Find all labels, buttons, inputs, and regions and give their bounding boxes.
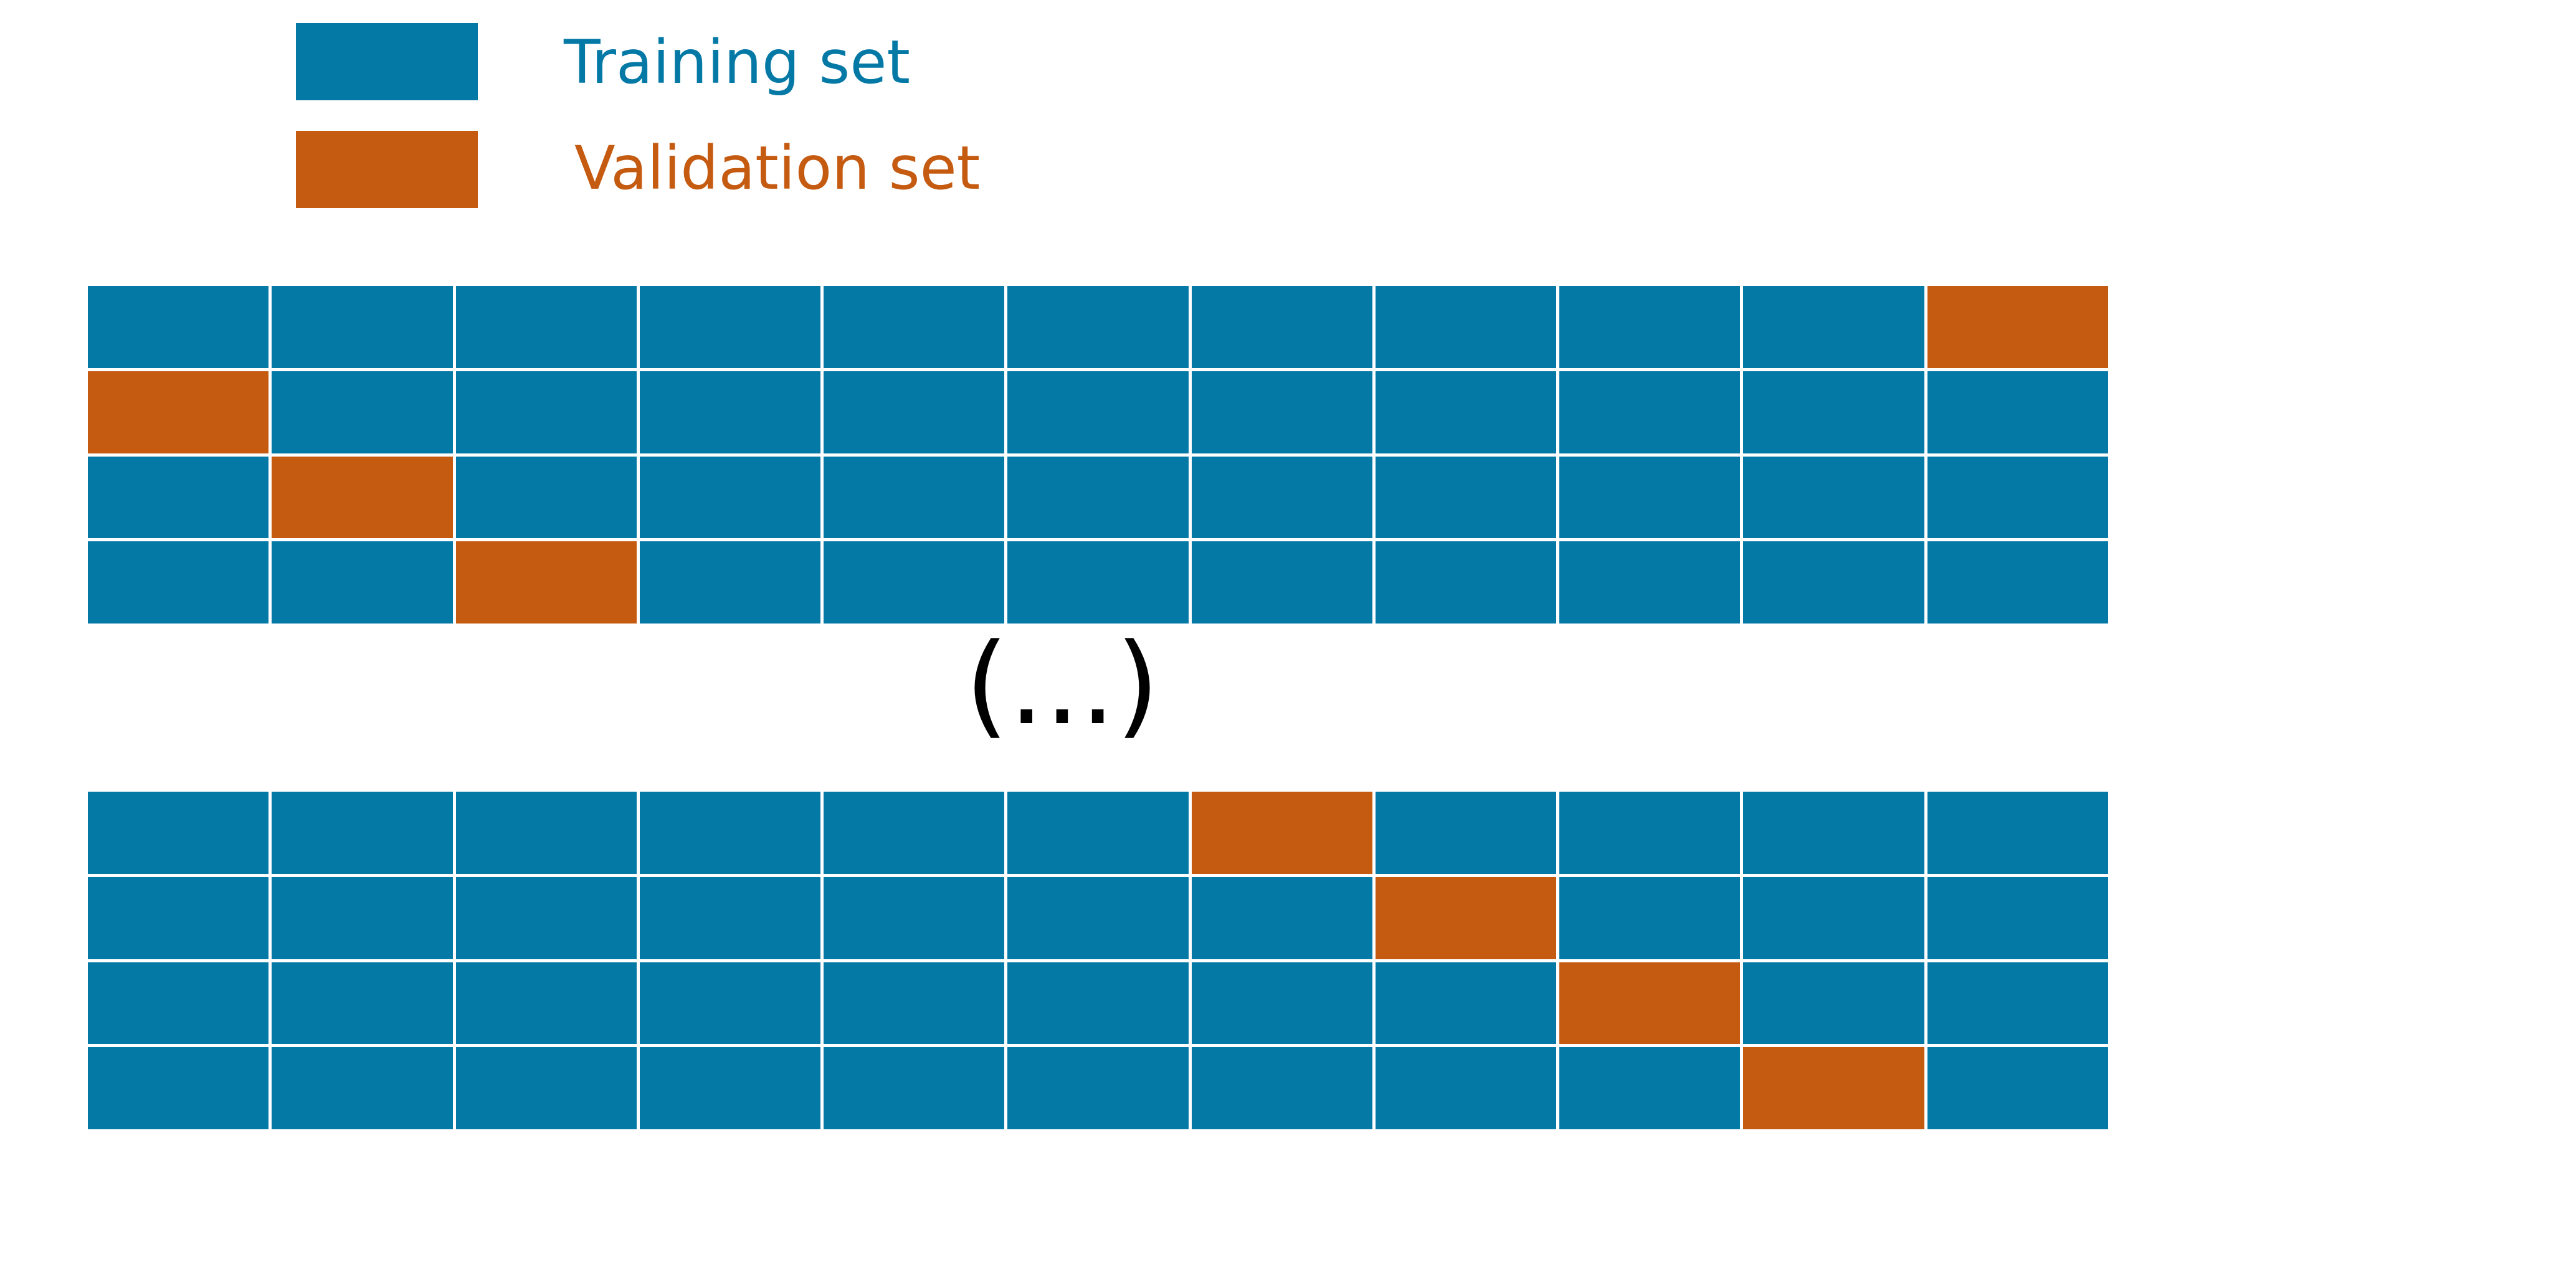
training-fold-cell <box>272 371 453 453</box>
training-fold-cell <box>824 286 1005 368</box>
training-fold-cell <box>1559 792 1741 874</box>
training-fold-cell <box>1927 792 2108 874</box>
training-fold-cell <box>1927 456 2108 539</box>
training-fold-cell <box>824 541 1005 624</box>
training-fold-cell <box>1375 792 1557 874</box>
training-fold-cell <box>1927 876 2108 959</box>
training-fold-cell <box>639 876 821 959</box>
validation-fold-cell <box>1559 962 1741 1045</box>
training-fold-cell <box>455 1047 637 1129</box>
training-fold-cell <box>272 541 453 624</box>
validation-fold-cell <box>1927 286 2108 368</box>
training-fold-cell <box>1191 876 1372 959</box>
training-fold-cell <box>88 876 269 959</box>
training-fold-cell <box>1191 456 1372 539</box>
training-fold-cell <box>1191 541 1372 624</box>
training-fold-cell <box>455 876 637 959</box>
training-fold-cell <box>1559 371 1741 453</box>
training-fold-cell <box>88 456 269 539</box>
training-fold-cell <box>1559 1047 1741 1129</box>
training-fold-cell <box>272 962 453 1045</box>
training-fold-cell <box>824 371 1005 453</box>
training-fold-cell <box>1191 286 1372 368</box>
validation-fold-cell <box>1191 792 1372 874</box>
training-fold-cell <box>1927 1047 2108 1129</box>
validation-fold-cell <box>455 541 637 624</box>
training-fold-cell <box>639 371 821 453</box>
training-fold-cell <box>88 1047 269 1129</box>
training-fold-cell <box>1743 456 1924 539</box>
training-fold-cell <box>272 876 453 959</box>
training-fold-cell <box>1559 876 1741 959</box>
training-fold-cell <box>1191 1047 1372 1129</box>
validation-fold-cell <box>272 456 453 539</box>
training-fold-cell <box>455 456 637 539</box>
training-fold-cell <box>824 1047 1005 1129</box>
legend-validation-swatch <box>296 131 478 208</box>
training-fold-cell <box>639 286 821 368</box>
training-fold-cell <box>1375 286 1557 368</box>
training-fold-cell <box>455 371 637 453</box>
training-fold-cell <box>639 456 821 539</box>
validation-fold-cell <box>88 371 269 453</box>
training-fold-cell <box>1191 371 1372 453</box>
training-fold-cell <box>1559 286 1741 368</box>
training-fold-cell <box>824 962 1005 1045</box>
training-fold-cell <box>455 286 637 368</box>
training-fold-cell <box>1375 371 1557 453</box>
legend-validation-label: Validation set <box>574 133 981 203</box>
training-fold-cell <box>1743 962 1924 1045</box>
fold-grid-bottom <box>88 792 2108 1129</box>
training-fold-cell <box>272 286 453 368</box>
training-fold-cell <box>639 792 821 874</box>
training-fold-cell <box>272 792 453 874</box>
training-fold-cell <box>1007 286 1189 368</box>
training-fold-cell <box>272 1047 453 1129</box>
training-fold-cell <box>639 1047 821 1129</box>
training-fold-cell <box>824 876 1005 959</box>
training-fold-cell <box>88 286 269 368</box>
training-fold-cell <box>1191 962 1372 1045</box>
training-fold-cell <box>1743 792 1924 874</box>
legend-training-label: Training set <box>564 27 911 97</box>
training-fold-cell <box>1743 286 1924 368</box>
training-fold-cell <box>1375 962 1557 1045</box>
ellipsis-label: (...) <box>964 620 1160 750</box>
training-fold-cell <box>1375 456 1557 539</box>
training-fold-cell <box>1007 371 1189 453</box>
legend-training-swatch <box>296 23 478 100</box>
training-fold-cell <box>1007 541 1189 624</box>
training-fold-cell <box>1927 962 2108 1045</box>
training-fold-cell <box>88 792 269 874</box>
training-fold-cell <box>1007 962 1189 1045</box>
training-fold-cell <box>1007 456 1189 539</box>
training-fold-cell <box>1743 876 1924 959</box>
training-fold-cell <box>1375 1047 1557 1129</box>
training-fold-cell <box>1743 541 1924 624</box>
training-fold-cell <box>824 456 1005 539</box>
training-fold-cell <box>1559 541 1741 624</box>
training-fold-cell <box>1375 541 1557 624</box>
training-fold-cell <box>1927 371 2108 453</box>
validation-fold-cell <box>1743 1047 1924 1129</box>
training-fold-cell <box>1007 1047 1189 1129</box>
training-fold-cell <box>455 792 637 874</box>
training-fold-cell <box>1007 792 1189 874</box>
training-fold-cell <box>1559 456 1741 539</box>
training-fold-cell <box>824 792 1005 874</box>
training-fold-cell <box>1743 371 1924 453</box>
training-fold-cell <box>1927 541 2108 624</box>
training-fold-cell <box>88 962 269 1045</box>
training-fold-cell <box>639 541 821 624</box>
fold-grid-top <box>88 286 2108 624</box>
validation-fold-cell <box>1375 876 1557 959</box>
training-fold-cell <box>639 962 821 1045</box>
training-fold-cell <box>455 962 637 1045</box>
training-fold-cell <box>1007 876 1189 959</box>
training-fold-cell <box>88 541 269 624</box>
